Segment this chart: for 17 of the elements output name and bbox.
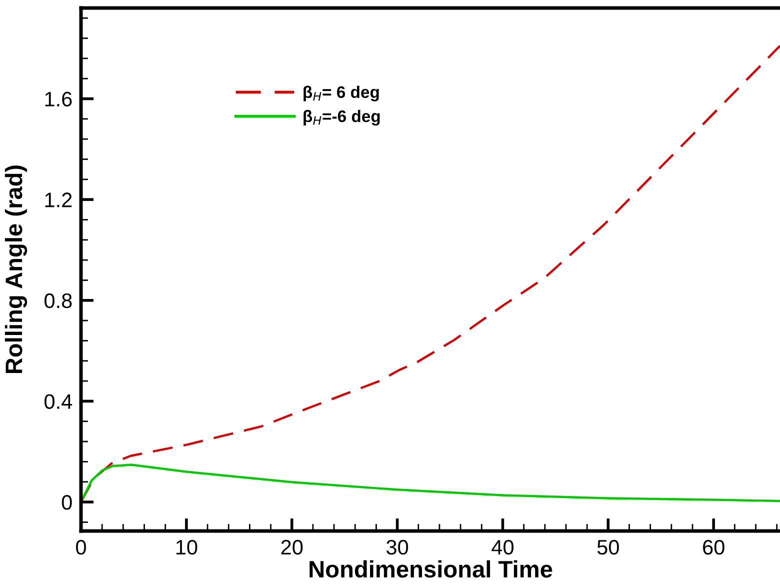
x-tick-label: 10 [176, 540, 198, 555]
line-series [81, 464, 780, 504]
y-tick-label: 0 [62, 495, 72, 510]
x-tick-label: 0 [76, 540, 86, 555]
y-axis-title: Rolling Angle (rad) [4, 166, 28, 374]
legend-label: β$_{H}$= 6 deg [304, 86, 379, 102]
x-axis-title: Nondimensional Time [310, 560, 552, 578]
x-tick-label: 40 [492, 540, 514, 555]
y-tick-label: 0.8 [44, 293, 72, 308]
y-tick-label: 1.6 [45, 92, 72, 106]
x-tick-label: 30 [386, 540, 408, 555]
x-tick-label: 20 [281, 540, 303, 555]
legend-label: β$_{H}$=-6 deg [304, 110, 380, 126]
x-tick-label: 50 [597, 540, 619, 555]
x-tick-label: 60 [703, 540, 724, 555]
y-tick-label: 0.4 [44, 394, 72, 409]
y-tick-label: 1.2 [45, 192, 72, 208]
